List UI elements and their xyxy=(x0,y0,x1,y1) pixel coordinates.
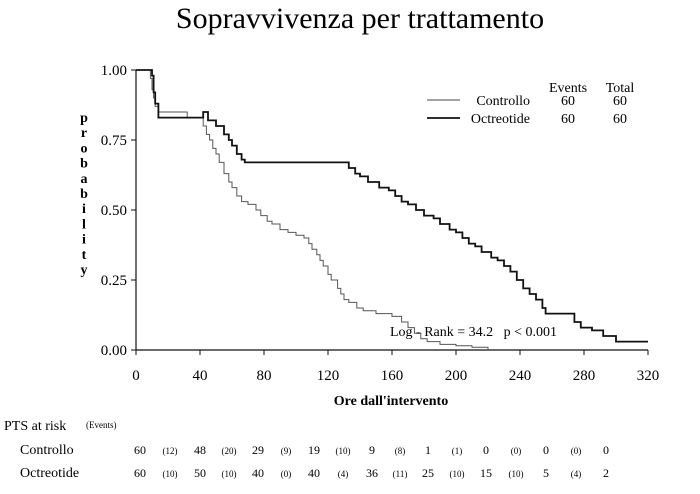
risk-row-label-octreotide: Octreotide xyxy=(20,466,79,481)
x-tick-label: 280 xyxy=(573,368,596,384)
log-rank-annotation: Log - Rank = 34.2 p < 0.001 xyxy=(390,325,557,340)
risk-events-cell: (10) xyxy=(163,469,178,479)
legend-total-controllo: 60 xyxy=(613,94,627,109)
y-label-letter: b xyxy=(80,157,88,172)
y-label-letter: y xyxy=(81,263,88,278)
y-label-letter: b xyxy=(80,187,88,202)
x-tick-label: 240 xyxy=(509,368,532,384)
x-tick-label: 0 xyxy=(132,368,140,384)
risk-table-events-label: (Events) xyxy=(86,420,117,430)
risk-events-cell: (10) xyxy=(450,469,465,479)
series-line-controllo xyxy=(136,69,489,350)
legend-label-controllo: Controllo xyxy=(476,94,530,109)
risk-events-cell: (1) xyxy=(452,446,463,456)
y-tick-label: 0.00 xyxy=(101,343,127,359)
risk-events-cell: (4) xyxy=(571,469,582,479)
risk-at-risk-cell: 36 xyxy=(366,466,378,480)
risk-events-cell: (0) xyxy=(571,446,582,456)
risk-at-risk-cell: 1 xyxy=(425,443,431,457)
risk-at-risk-cell: 0 xyxy=(603,443,609,457)
legend-label-octreotide: Octreotide xyxy=(471,112,530,127)
x-tick-label: 40 xyxy=(193,368,208,384)
y-label-letter: i xyxy=(82,233,86,248)
y-label-letter: i xyxy=(82,202,86,217)
y-label-letter: o xyxy=(81,141,88,156)
risk-at-risk-cell: 9 xyxy=(369,443,375,457)
y-label-letter: t xyxy=(82,248,87,263)
x-tick-label: 160 xyxy=(381,368,404,384)
risk-at-risk-cell: 0 xyxy=(483,443,489,457)
risk-at-risk-cell: 40 xyxy=(308,466,320,480)
risk-at-risk-cell: 29 xyxy=(252,443,264,457)
y-ticks: 0.00 0.25 0.50 0.75 1.00 xyxy=(101,63,136,359)
y-label-letter: p xyxy=(80,111,88,126)
legend-total-octreotide: 60 xyxy=(613,112,627,127)
risk-events-cell: (0) xyxy=(281,469,292,479)
legend: Events Total Controllo 60 60 Octreotide … xyxy=(427,81,634,127)
y-label-letter: l xyxy=(82,217,86,232)
series-line-octreotide xyxy=(136,69,648,343)
risk-at-risk-cell: 25 xyxy=(422,466,434,480)
risk-events-cell: (0) xyxy=(511,446,522,456)
x-tick-label: 120 xyxy=(317,368,340,384)
risk-cells: 60 48 29 19 9 1 0 0 0 (12) (20) (9) (10) (8) (1) (0) (0)… xyxy=(134,443,609,480)
risk-at-risk-cell: 60 xyxy=(134,466,146,480)
risk-events-cell: (9) xyxy=(281,446,292,456)
y-tick-label: 1.00 xyxy=(101,63,127,79)
y-tick-label: 0.50 xyxy=(101,203,127,219)
risk-at-risk-cell: 40 xyxy=(252,466,264,480)
risk-at-risk-cell: 5 xyxy=(543,466,549,480)
risk-at-risk-cell: 0 xyxy=(543,443,549,457)
risk-at-risk-cell: 60 xyxy=(134,443,146,457)
risk-events-cell: (8) xyxy=(395,446,406,456)
legend-events-header: Events xyxy=(549,81,587,96)
x-tick-label: 200 xyxy=(445,368,468,384)
legend-events-octreotide: 60 xyxy=(561,112,575,127)
risk-at-risk-cell: 15 xyxy=(480,466,492,480)
legend-total-header: Total xyxy=(606,81,635,96)
risk-events-cell: (20) xyxy=(222,446,237,456)
risk-table: PTS at risk (Events) Controllo Octreotid… xyxy=(4,419,609,481)
chart-title: Sopravvivenza per trattamento xyxy=(176,2,544,35)
risk-events-cell: (10) xyxy=(509,469,524,479)
risk-at-risk-cell: 48 xyxy=(194,443,206,457)
risk-events-cell: (12) xyxy=(163,446,178,456)
y-tick-label: 0.75 xyxy=(101,133,127,149)
risk-table-header: PTS at risk xyxy=(4,419,66,434)
x-tick-label: 80 xyxy=(257,368,272,384)
x-tick-label: 320 xyxy=(637,368,660,384)
risk-events-cell: (11) xyxy=(393,469,408,479)
y-label-letter: r xyxy=(81,126,87,141)
x-axis-label: Ore dall'intervento xyxy=(334,394,448,409)
risk-at-risk-cell: 19 xyxy=(308,443,320,457)
risk-events-cell: (10) xyxy=(222,469,237,479)
x-ticks: 0 40 80 120 160 200 240 280 320 xyxy=(132,350,659,384)
risk-at-risk-cell: 50 xyxy=(194,466,206,480)
risk-row-label-controllo: Controllo xyxy=(20,443,74,458)
risk-at-risk-cell: 2 xyxy=(603,466,609,480)
legend-events-controllo: 60 xyxy=(561,94,575,109)
series-lines xyxy=(136,69,648,350)
risk-events-cell: (10) xyxy=(336,446,351,456)
y-tick-label: 0.25 xyxy=(101,273,127,289)
y-label-letter: a xyxy=(81,172,88,187)
risk-events-cell: (4) xyxy=(338,469,349,479)
